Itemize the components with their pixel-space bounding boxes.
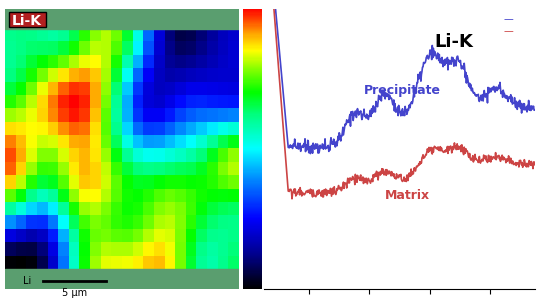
Text: Li-K: Li-K (434, 33, 473, 51)
Text: Li: Li (23, 276, 31, 286)
Text: Matrix: Matrix (384, 189, 430, 202)
Text: 5 μm: 5 μm (62, 288, 87, 298)
Text: —: — (504, 26, 514, 36)
Bar (5, 269, 239, 289)
Bar (5, 9, 239, 29)
Text: Precipitate: Precipitate (363, 84, 441, 97)
FancyBboxPatch shape (9, 12, 46, 27)
Text: —: — (504, 14, 514, 24)
Text: Li-K: Li-K (12, 14, 42, 28)
